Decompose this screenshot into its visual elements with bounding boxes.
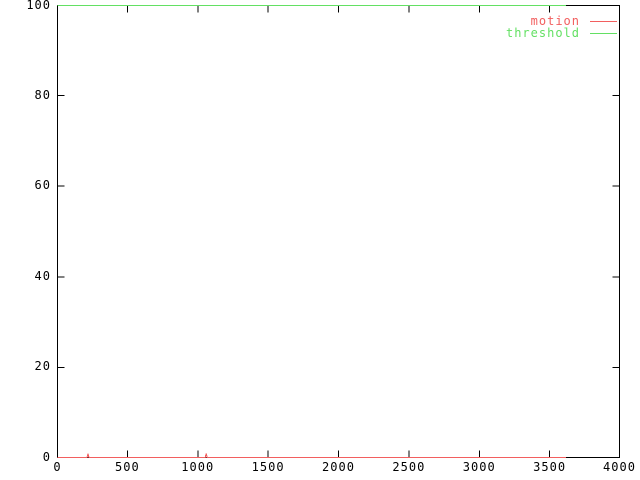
x-tick-label: 1500 xyxy=(251,460,285,474)
series-line-motion xyxy=(57,453,566,458)
legend-line-sample-threshold xyxy=(590,32,617,34)
x-tick-label: 3500 xyxy=(533,460,567,474)
legend-item-threshold: threshold xyxy=(506,27,617,39)
legend: motion threshold xyxy=(506,15,617,39)
y-tick-label: 0 xyxy=(42,449,51,464)
x-tick-label: 1000 xyxy=(181,460,215,474)
x-tick-label: 3000 xyxy=(462,460,496,474)
x-tick-label: 4000 xyxy=(603,460,636,474)
plot-canvas xyxy=(57,5,620,458)
y-tick-label: 40 xyxy=(34,268,51,283)
legend-item-motion: motion xyxy=(506,15,617,27)
y-tick-label: 100 xyxy=(26,0,51,12)
legend-label-threshold: threshold xyxy=(505,26,580,40)
y-tick-label: 20 xyxy=(34,359,51,374)
plot-border xyxy=(57,5,620,458)
legend-line-sample-motion xyxy=(590,20,617,22)
plot-area: motion threshold xyxy=(57,5,620,458)
x-tick-label: 0 xyxy=(53,460,62,474)
x-tick-label: 500 xyxy=(115,460,140,474)
x-tick-label: 2500 xyxy=(392,460,426,474)
y-tick-label: 80 xyxy=(34,87,51,102)
y-tick-label: 60 xyxy=(34,178,51,193)
x-tick-label: 2000 xyxy=(322,460,355,474)
legend-label-motion: motion xyxy=(530,14,580,28)
